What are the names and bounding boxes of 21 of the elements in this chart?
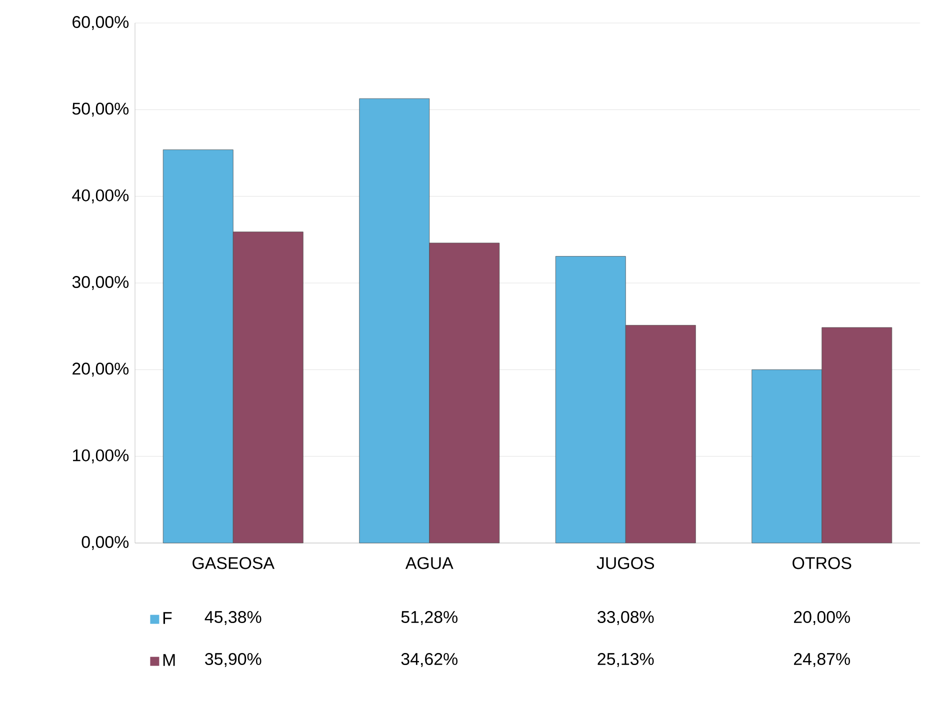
x-tick-label: AGUA [405,557,454,570]
legend-label: M [163,654,175,666]
data-label: 35,90% [205,653,262,668]
data-label: 24,87% [794,653,850,668]
data-label: 34,62% [401,653,458,668]
data-label: 20,00% [794,611,850,626]
y-tick-label: 40,00% [72,189,129,204]
y-tick-label: 50,00% [72,102,129,117]
y-tick-label: 20,00% [72,362,129,377]
y-tick-label: 10,00% [73,449,129,464]
legend-label: F [163,612,172,624]
y-tick-label: 30,00% [72,276,129,290]
x-tick-label: OTROS [792,557,852,570]
data-label: 33,08% [598,611,654,626]
data-label: 45,38% [204,611,262,626]
x-tick-label: JUGOS [596,557,654,570]
data-label: 51,28% [401,611,458,626]
y-tick-label: 0,00% [82,536,129,550]
data-label: 25,13% [598,653,654,668]
x-tick-label: GASEOSA [192,557,275,570]
y-tick-label: 60,00% [72,16,129,30]
